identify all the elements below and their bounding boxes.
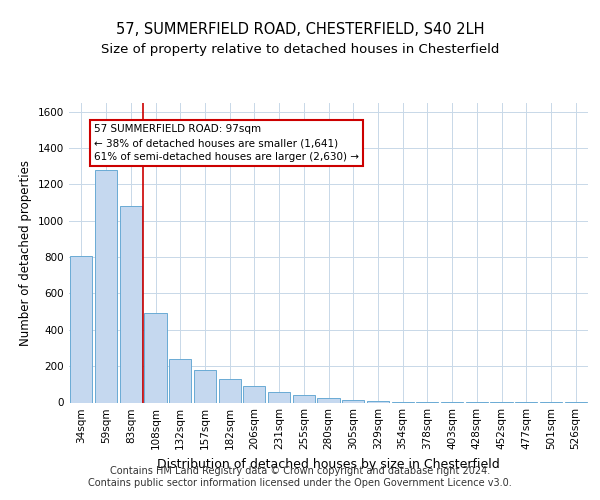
Bar <box>268 392 290 402</box>
Bar <box>243 386 265 402</box>
Text: 57 SUMMERFIELD ROAD: 97sqm
← 38% of detached houses are smaller (1,641)
61% of s: 57 SUMMERFIELD ROAD: 97sqm ← 38% of deta… <box>94 124 359 162</box>
Bar <box>119 206 142 402</box>
Bar <box>342 400 364 402</box>
Bar <box>70 256 92 402</box>
X-axis label: Distribution of detached houses by size in Chesterfield: Distribution of detached houses by size … <box>157 458 500 471</box>
Bar <box>293 395 315 402</box>
Y-axis label: Number of detached properties: Number of detached properties <box>19 160 32 346</box>
Text: Size of property relative to detached houses in Chesterfield: Size of property relative to detached ho… <box>101 42 499 56</box>
Bar <box>194 370 216 402</box>
Bar <box>218 379 241 402</box>
Bar <box>145 314 167 402</box>
Bar <box>95 170 117 402</box>
Bar <box>367 401 389 402</box>
Text: Contains HM Land Registry data © Crown copyright and database right 2024.
Contai: Contains HM Land Registry data © Crown c… <box>88 466 512 487</box>
Bar <box>169 359 191 403</box>
Bar <box>317 398 340 402</box>
Text: 57, SUMMERFIELD ROAD, CHESTERFIELD, S40 2LH: 57, SUMMERFIELD ROAD, CHESTERFIELD, S40 … <box>116 22 484 38</box>
